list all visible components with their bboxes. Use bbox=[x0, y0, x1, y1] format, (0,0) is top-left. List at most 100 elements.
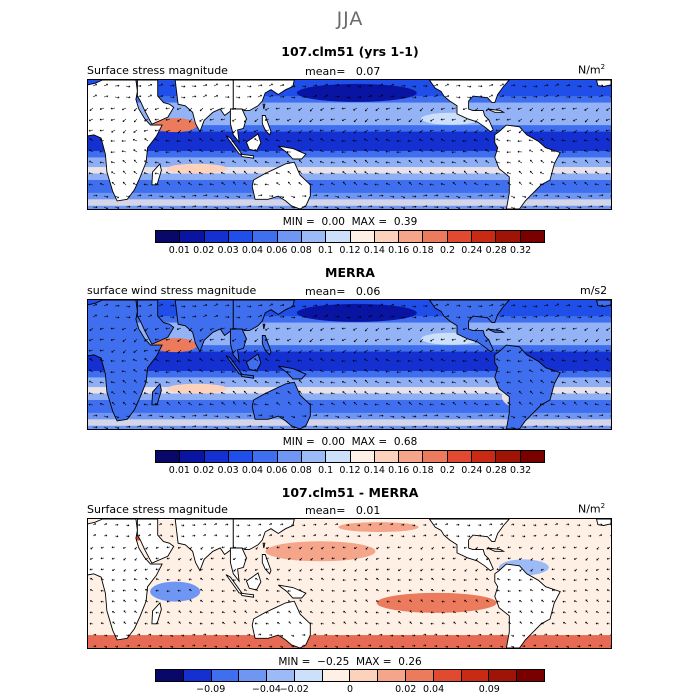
panel-3-field-label: Surface stress magnitude bbox=[87, 503, 228, 516]
colorbar-swatch bbox=[156, 451, 181, 462]
land-taiwan bbox=[262, 103, 266, 110]
map-plot-diff bbox=[88, 519, 611, 648]
panel-1-minmax: MIN = 0.00 MAX = 0.39 bbox=[0, 216, 700, 228]
map-plot-model bbox=[88, 80, 611, 209]
vector-arrows bbox=[88, 303, 611, 429]
colorbar-tick-label: 0.28 bbox=[485, 245, 507, 256]
land-samerica bbox=[494, 344, 561, 429]
colorbar-tick-label: 0.06 bbox=[266, 465, 288, 476]
wind-vectors bbox=[89, 523, 611, 648]
land-madagascar bbox=[151, 162, 162, 186]
diff-npac-pos bbox=[265, 541, 376, 562]
southern-westerlies-core bbox=[88, 419, 611, 426]
colorbar-swatch bbox=[399, 231, 424, 242]
se-trade-core bbox=[88, 167, 611, 174]
colorbar-swatch bbox=[447, 231, 473, 242]
colorbar-swatch bbox=[461, 670, 490, 681]
panel-2-mean: mean= 0.06 bbox=[305, 285, 380, 298]
colorbar-swatch bbox=[350, 231, 375, 242]
land-taiwan bbox=[262, 323, 266, 330]
colorbar-tick-label: 0.32 bbox=[510, 245, 532, 256]
land-borneo bbox=[245, 133, 262, 152]
colorbar-swatch bbox=[211, 670, 240, 681]
colorbar-swatch bbox=[326, 231, 351, 242]
colorbar-tick-label: 0.16 bbox=[388, 465, 410, 476]
colorbar-swatch bbox=[378, 670, 407, 681]
colorbar-swatch bbox=[374, 451, 400, 462]
colorbar-tick-label: 0.04 bbox=[422, 684, 445, 695]
colorbar-swatch bbox=[517, 670, 544, 681]
colorbar-swatch bbox=[294, 670, 323, 681]
panel-2-minmax: MIN = 0.00 MAX = 0.68 bbox=[0, 436, 700, 448]
colorbar-swatch bbox=[423, 451, 448, 462]
colorbar-tick-label: 0.18 bbox=[412, 245, 434, 256]
colorbar-tick-label: 0.1 bbox=[318, 465, 334, 476]
land-newguinea bbox=[278, 365, 307, 380]
land-namerica bbox=[428, 80, 510, 133]
panel-3-max-value: 0.26 bbox=[398, 656, 422, 668]
doldrums-band bbox=[88, 131, 611, 151]
vector-arrows bbox=[89, 523, 611, 648]
panel-2-mean-value: 0.06 bbox=[355, 285, 381, 298]
panel-2-colorbar-ticks: 0.01 0.02 0.03 0.04 0.06 0.08 0.1 0.12 0.14 0.16 0… bbox=[155, 465, 545, 477]
somali-jet bbox=[153, 118, 198, 133]
land-madagascar bbox=[151, 382, 162, 406]
colorbar-swatch bbox=[253, 451, 278, 462]
colorbar-tick-label: 0.24 bbox=[461, 245, 483, 256]
colorbar-swatch bbox=[228, 231, 254, 242]
colorbar-swatch bbox=[326, 451, 351, 462]
panel-3-minmax: MIN = −0.25 MAX = 0.26 bbox=[0, 656, 700, 668]
somali-jet bbox=[153, 338, 198, 353]
panel-1-min-label: MIN = bbox=[282, 216, 315, 228]
panel-2-map bbox=[87, 299, 612, 430]
colorbar-tick-label: 0.03 bbox=[217, 245, 239, 256]
colorbar-tick-label: −0.09 bbox=[196, 684, 226, 695]
colorbar-tick-label: 0.02 bbox=[193, 245, 215, 256]
panel-3-title: 107.clm51 - MERRA bbox=[281, 485, 419, 500]
land-seasia bbox=[229, 547, 247, 583]
colorbar-tick-label: −0.04 bbox=[251, 684, 281, 695]
panel-1-colorbar-ticks: 0.01 0.02 0.03 0.04 0.06 0.08 0.1 0.12 0.14 0.16 0… bbox=[155, 245, 545, 257]
panel-3-units: N/m2 bbox=[578, 502, 605, 516]
colorbar-tick-label: 0.03 bbox=[217, 465, 239, 476]
map-plot-merra bbox=[88, 300, 611, 429]
panel-3-max-label: MAX = bbox=[356, 656, 392, 668]
colorbar-swatch bbox=[472, 451, 497, 462]
colorbar-tick-label: 0.01 bbox=[168, 465, 190, 476]
colorbar-swatch bbox=[228, 451, 254, 462]
doldrums-band bbox=[88, 351, 611, 371]
colorbar-tick-label: 0.06 bbox=[266, 245, 288, 256]
panel-1-units-text: N/m bbox=[578, 63, 601, 77]
panel-1-mean-label: mean= bbox=[305, 65, 346, 78]
panel-1-field-label: Surface stress magnitude bbox=[87, 64, 228, 77]
land-iberia bbox=[596, 300, 611, 307]
land-asia_ne bbox=[232, 80, 295, 112]
panel-3-units-sup: 2 bbox=[600, 502, 606, 510]
panel-2-units-text: m/s2 bbox=[580, 284, 608, 297]
land-iberia bbox=[596, 519, 611, 526]
panel-1-min-value: 0.00 bbox=[321, 216, 345, 228]
panel-2-units: m/s2 bbox=[580, 284, 607, 297]
land-arabia bbox=[136, 80, 175, 125]
panel-3-units-text: N/m bbox=[578, 502, 601, 516]
land-seasia bbox=[229, 108, 247, 144]
colorbar-swatch bbox=[496, 451, 521, 462]
colorbar-swatch bbox=[277, 231, 302, 242]
north-pacific-low-stress bbox=[296, 83, 417, 102]
land-asia_ne bbox=[232, 519, 295, 551]
colorbar-swatch bbox=[520, 451, 544, 462]
colorbar-swatch bbox=[239, 670, 268, 681]
land-africa bbox=[88, 80, 163, 202]
colorbar-tick-label: 0.24 bbox=[461, 465, 483, 476]
colorbar-swatch bbox=[183, 670, 212, 681]
panel-2-max-value: 0.68 bbox=[393, 436, 418, 448]
colorbar-swatch bbox=[277, 451, 302, 462]
panel-3-colorbar-ticks: −0.09 −0.04 −0.02 0 0.02 0.04 0.09 bbox=[155, 684, 545, 696]
panel-2-mean-label: mean= bbox=[305, 285, 346, 298]
panel-2-colorbar bbox=[155, 450, 545, 463]
colorbar-tick-label: 0.12 bbox=[339, 465, 361, 476]
colorbar-swatch bbox=[322, 670, 351, 681]
colorbar-swatch bbox=[374, 231, 400, 242]
land-newguinea bbox=[278, 145, 307, 160]
panel-3-min-value: −0.25 bbox=[317, 656, 350, 668]
